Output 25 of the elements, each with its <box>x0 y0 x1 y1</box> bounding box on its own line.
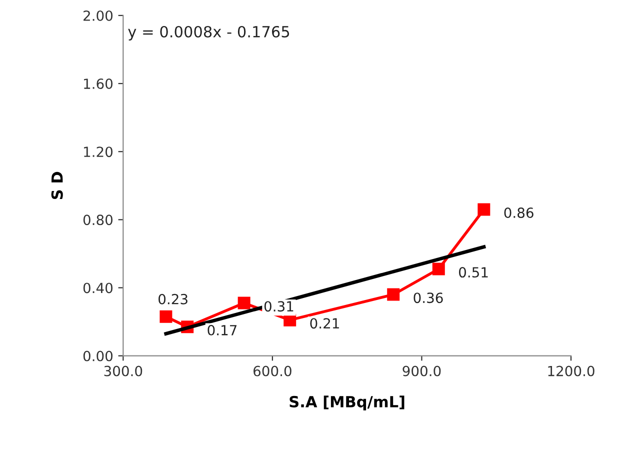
x-tick-label: 600.0 <box>254 366 292 376</box>
data-label: 0.17 <box>208 324 237 336</box>
annotation: y = 0.0008x - 0.1765 <box>128 26 290 40</box>
y-tick-label: 0.80 <box>83 214 113 226</box>
point <box>432 262 445 276</box>
x-tick-label: 900.0 <box>402 366 441 376</box>
x-tick-label: 300.0 <box>104 366 142 376</box>
point <box>238 296 250 310</box>
y-tick-label: 0.00 <box>83 350 113 362</box>
data-label: 0.21 <box>310 318 339 329</box>
y-tick-label: 1.60 <box>84 78 113 90</box>
data-label: 0.51 <box>458 267 488 278</box>
x-axis-title: S.A [MBq/mL] <box>290 396 404 410</box>
data-label: 0.23 <box>158 294 188 304</box>
y-axis-title: S D <box>51 172 63 200</box>
x-tick-label: 1200.0 <box>548 366 594 376</box>
y-tick-label: 2.00 <box>84 10 113 21</box>
y-tick-label: 1.20 <box>84 146 113 158</box>
point <box>478 203 490 216</box>
point <box>160 310 172 323</box>
data-label: 0.36 <box>414 292 443 304</box>
data-label: 0.86 <box>504 207 534 218</box>
data-label: 0.31 <box>264 301 294 312</box>
y-tick-label: 0.40 <box>83 282 113 294</box>
point <box>387 288 400 301</box>
